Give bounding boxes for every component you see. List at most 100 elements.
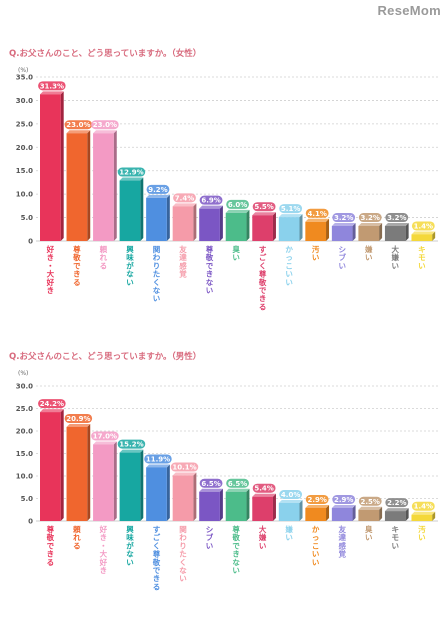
bar-side [246, 209, 250, 241]
category-label: 好き・大好き [99, 524, 108, 575]
value-label-bg [252, 483, 276, 493]
chart-2-title: Q.お父さんのこと、どう思っていますか。（男性） [9, 352, 202, 362]
bar [66, 426, 88, 521]
value-label-bg [411, 501, 435, 511]
value-label-bg [305, 494, 329, 504]
value-label: 15.2% [119, 441, 143, 449]
bar-group: 4.0% 嫌い [278, 490, 303, 542]
bar-top [66, 423, 91, 427]
value-label: 3.2% [387, 214, 406, 222]
value-label: 4.1% [307, 210, 326, 218]
y-tick-label: 20.0 [16, 428, 33, 436]
value-label-bg [226, 199, 249, 209]
y-tick-label: 15.0 [16, 167, 33, 175]
bar-group: 2.2% キモい [384, 498, 409, 550]
bar [66, 133, 88, 241]
chart-2-ylabel: (%) [18, 370, 29, 377]
bar-side [140, 449, 144, 521]
category-label: シブい [206, 525, 214, 550]
bar-top [199, 205, 223, 209]
value-label-bg [64, 413, 93, 423]
bar-group: 20.9% 頼れる [64, 413, 93, 550]
bar-group: 23.0% 頼れる [91, 120, 119, 270]
bar-group: 7.4% 友達感覚 [172, 193, 197, 279]
bar-group: 23.0% 尊敬できる [64, 120, 93, 287]
value-label: 2.5% [361, 498, 380, 506]
bar-group: 6.5% シブい [199, 478, 223, 550]
bar [252, 496, 273, 521]
bar-top [172, 203, 197, 207]
value-label: 20.9% [66, 415, 90, 423]
bar-side [299, 500, 303, 521]
bar-side [113, 441, 117, 521]
value-label: 1.4% [414, 503, 433, 511]
bar-group: 17.0% 好き・大好き [91, 431, 119, 575]
bar-group: 24.2% 尊敬できる [38, 399, 66, 567]
value-label-bg [358, 496, 382, 506]
value-label-bg [332, 213, 356, 223]
value-label-bg [146, 184, 170, 194]
bar-side [352, 223, 356, 241]
value-label: 6.9% [201, 197, 220, 205]
bar [252, 215, 273, 241]
bar-group: 2.9% 友達感覚 [331, 494, 356, 559]
value-label-bg [279, 490, 303, 499]
bar [411, 514, 433, 521]
bar-side [432, 511, 436, 521]
category-label: 汚い [312, 244, 320, 262]
bar-group: 5.1% かっこいい [278, 204, 303, 287]
bar-top [146, 194, 170, 198]
bar-group: 4.1% 汚い [305, 208, 330, 262]
bar-top [225, 488, 250, 492]
bar-group: 9.2% 関わりたくない [146, 184, 170, 303]
y-tick-label: 5.0 [21, 214, 34, 222]
bar-group: 12.9% 興味がない [117, 167, 146, 287]
value-label: 6.5% [201, 480, 220, 488]
y-tick-label: 15.0 [16, 450, 33, 458]
bar-side [326, 218, 330, 241]
bar-group: 10.1% 関わりたくない [170, 462, 199, 583]
bar [278, 503, 300, 521]
bar-group: 1.4% キモい [411, 221, 436, 270]
bar-side [60, 409, 64, 521]
bar [358, 226, 380, 241]
bar-top [358, 506, 383, 510]
category-label: 尊敬できる [46, 524, 55, 567]
bar-top [331, 223, 356, 227]
value-label: 6.0% [228, 201, 247, 209]
bar [411, 234, 433, 241]
value-label-bg [358, 213, 382, 223]
value-label: 11.9% [146, 455, 170, 463]
category-label: キモい [418, 245, 426, 270]
value-label: 2.9% [307, 496, 326, 504]
bar-side [379, 506, 383, 521]
bar [40, 412, 61, 521]
value-label: 10.1% [172, 464, 196, 472]
value-label: 6.5% [228, 480, 247, 488]
value-label: 3.2% [361, 214, 380, 222]
value-label: 12.9% [119, 169, 143, 177]
bar [305, 507, 327, 521]
value-label-bg [38, 399, 66, 409]
bar-side [246, 488, 250, 521]
category-label: 嫌い [364, 244, 373, 262]
chart-1-ylabel: (%) [18, 67, 29, 74]
category-label: 汚い [418, 524, 426, 542]
category-label: 好き・大好き [46, 244, 55, 295]
bar [119, 452, 141, 521]
value-label-bg [252, 202, 276, 212]
y-tick-label: 30.0 [16, 97, 33, 105]
bar-group: 15.2% 興味がない [117, 439, 146, 567]
bar-side [166, 194, 170, 241]
bar-side [193, 472, 197, 521]
category-label: 尊敬できない [205, 244, 214, 295]
bar-side [405, 223, 409, 241]
bar-top [199, 488, 223, 492]
bar-side [193, 203, 197, 241]
category-label: 関わりたくない [179, 524, 187, 583]
category-label: 嫌い [284, 524, 293, 542]
bar-top [331, 504, 356, 508]
value-label: 5.1% [281, 205, 300, 213]
value-label: 2.9% [334, 496, 353, 504]
y-tick-label: 0 [28, 518, 33, 526]
